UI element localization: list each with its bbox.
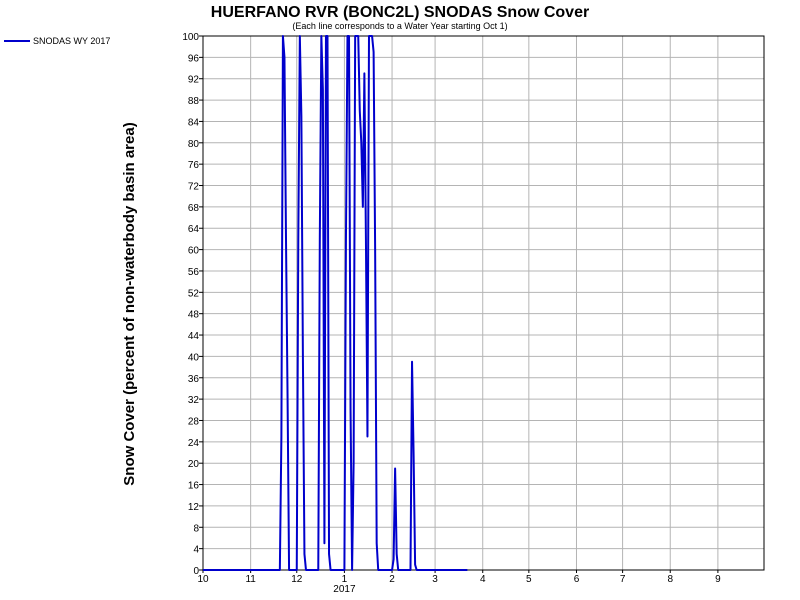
y-tick-label: 60 <box>188 246 200 257</box>
y-tick-label: 16 <box>188 481 200 492</box>
y-tick-label: 4 <box>193 545 199 556</box>
y-tick-label: 96 <box>188 53 200 64</box>
y-tick-label: 100 <box>182 32 199 43</box>
chart-title: HUERFANO RVR (BONC2L) SNODAS Snow Cover <box>211 4 589 21</box>
y-tick-label: 44 <box>188 331 200 342</box>
x-tick-label: 10 <box>197 574 209 585</box>
plot-frame <box>202 35 765 571</box>
y-tick-label: 40 <box>188 352 200 363</box>
x-tick-label: 11 <box>245 574 256 585</box>
y-tick-label: 88 <box>188 96 200 107</box>
y-tick-label: 84 <box>188 117 200 128</box>
y-tick-label: 20 <box>188 459 200 470</box>
x-year-label: 2017 <box>333 584 356 595</box>
x-tick-label: 4 <box>480 574 486 585</box>
x-tick-label: 2 <box>389 574 395 585</box>
y-tick-label: 92 <box>188 75 200 86</box>
legend: SNODAS WY 2017 <box>4 36 110 46</box>
series-line <box>203 35 468 571</box>
x-tick-label: 3 <box>432 574 438 585</box>
y-tick-label: 64 <box>188 224 200 235</box>
y-tick-label: 52 <box>188 288 200 299</box>
y-axis: 0481216202428323640444852566064687276808… <box>182 32 203 577</box>
x-tick-label: 6 <box>574 574 580 585</box>
y-tick-label: 68 <box>188 203 200 214</box>
y-tick-label: 12 <box>188 502 200 513</box>
chart-subtitle: (Each line corresponds to a Water Year s… <box>292 21 507 31</box>
y-tick-label: 56 <box>188 267 200 278</box>
y-tick-label: 28 <box>188 416 200 427</box>
series-layer <box>203 35 468 571</box>
x-tick-label: 1 <box>342 574 348 585</box>
x-tick-label: 5 <box>526 574 532 585</box>
y-tick-label: 32 <box>188 395 200 406</box>
x-tick-label: 9 <box>715 574 721 585</box>
y-tick-label: 8 <box>193 523 199 534</box>
y-tick-label: 24 <box>188 438 200 449</box>
y-axis-label: Snow Cover (percent of non-waterbody bas… <box>121 122 138 485</box>
y-tick-label: 72 <box>188 182 200 193</box>
x-tick-label: 7 <box>620 574 626 585</box>
y-tick-label: 0 <box>193 566 199 577</box>
y-tick-label: 80 <box>188 139 200 150</box>
x-tick-label: 12 <box>291 574 303 585</box>
legend-label: SNODAS WY 2017 <box>33 36 110 46</box>
y-tick-label: 76 <box>188 160 200 171</box>
x-tick-label: 8 <box>667 574 673 585</box>
y-tick-label: 48 <box>188 310 200 321</box>
y-tick-label: 36 <box>188 374 200 385</box>
